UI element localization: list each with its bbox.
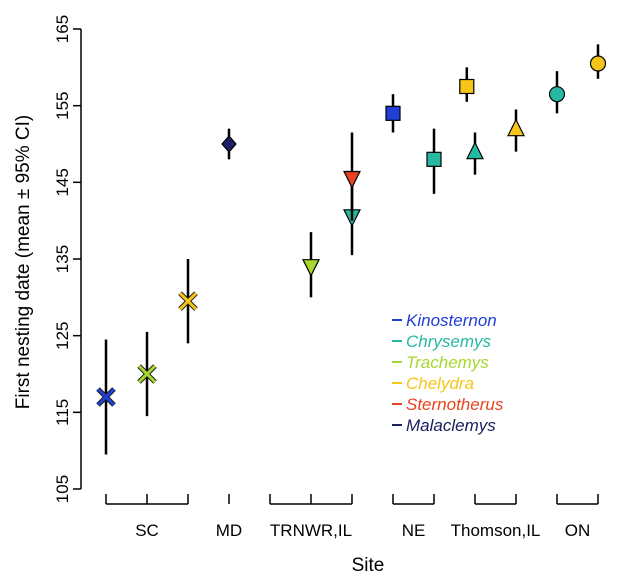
site-label: ON [565, 521, 591, 540]
diamond-marker [221, 135, 237, 153]
site-label: Thomson,IL [451, 521, 541, 540]
y-tick-label: 125 [53, 321, 72, 349]
legend-label: Malaclemys [406, 416, 496, 435]
x-marker [96, 387, 116, 407]
y-axis-title: First nesting date (mean ± 95% CI) [13, 115, 34, 410]
circle-marker [548, 86, 566, 103]
y-tick-label: 165 [53, 15, 72, 43]
square-marker [385, 105, 401, 121]
triangle-up-marker [507, 118, 525, 137]
legend-label: Chrysemys [406, 332, 492, 351]
y-tick-label: 105 [53, 475, 72, 503]
x-marker-stroke [137, 364, 157, 384]
site-label: SC [135, 521, 159, 540]
triangle-down-marker [302, 259, 320, 278]
site-label: TRNWR,IL [270, 521, 352, 540]
square-marker [426, 151, 442, 167]
x-marker-stroke [178, 292, 198, 311]
data-marks [96, 44, 607, 455]
legend: Kinosternon Chrysemys Trachemys Chelydra Ste… [392, 311, 504, 435]
x-marker [137, 364, 157, 384]
site-label: NE [402, 521, 426, 540]
triangle-down-marker [343, 170, 361, 189]
triangle-up-marker [466, 141, 484, 160]
y-tick-label: 155 [53, 91, 72, 119]
y-tick-label: 135 [53, 245, 72, 273]
x-axis: SC MD TRNWR,IL NE Thomson,IL ON [105, 494, 599, 540]
site-label: MD [216, 521, 242, 540]
legend-label: Kinosternon [406, 311, 497, 330]
x-axis-title: Site [352, 555, 385, 576]
y-tick-label: 115 [53, 399, 72, 426]
legend-label: Trachemys [406, 353, 489, 372]
legend-label: Chelydra [406, 374, 474, 393]
circle-marker [589, 55, 607, 72]
square-marker [459, 78, 475, 95]
legend-label: Sternotherus [406, 395, 504, 414]
y-tick-label: 145 [53, 168, 72, 196]
y-axis: 105 115 125 135 145 155 165 [53, 15, 82, 503]
x-marker [178, 291, 198, 311]
x-marker-stroke [96, 387, 116, 407]
